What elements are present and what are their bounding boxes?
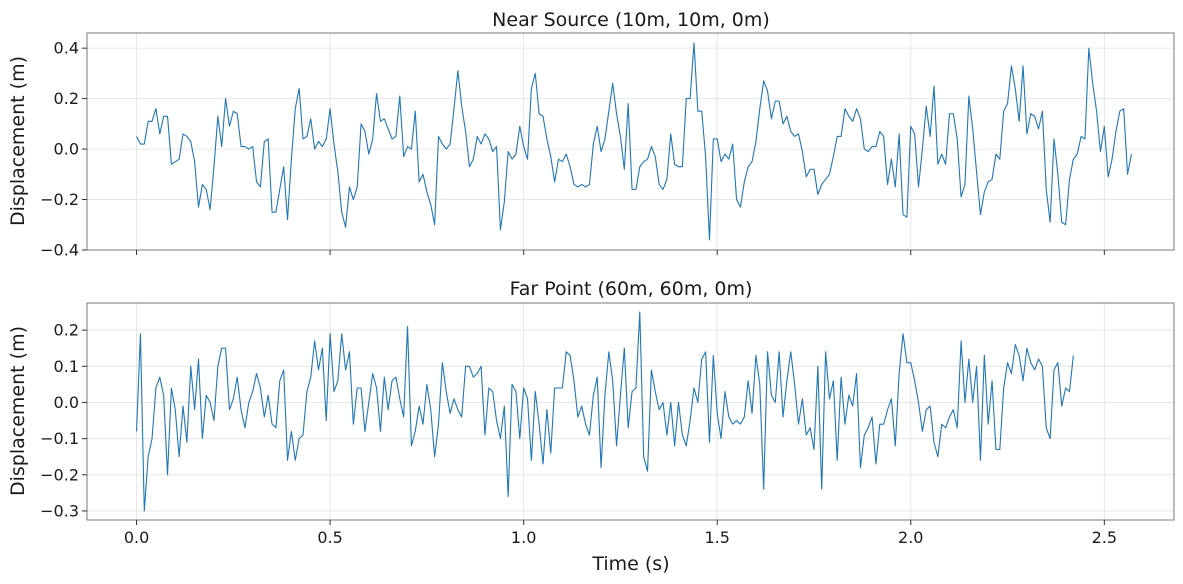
grid: [87, 303, 1174, 520]
x-tick-label: 1.5: [704, 528, 729, 547]
y-tick-label: −0.3: [40, 501, 79, 520]
y-axis-label: Displacement (m): [7, 326, 29, 496]
x-tick-label: 1.0: [511, 528, 536, 547]
ticks: 0.0 0.5 1.0 1.5 2.0 2.5 −0.3 −0.2 −0.1 0.0 0.1 0.2: [40, 321, 1117, 547]
chart-title: Near Source (10m, 10m, 0m): [492, 9, 770, 31]
series-line: [136, 311, 1074, 512]
x-axis-label: Time (s): [591, 553, 669, 575]
y-tick-label: 0.1: [54, 357, 79, 376]
ticks: −0.4 −0.2 0.0 0.2 0.4: [40, 39, 1105, 260]
y-tick-label: 0.2: [54, 321, 79, 340]
y-tick-label: 0.2: [54, 89, 79, 108]
series-line: [136, 42, 1132, 241]
plot-frame: [86, 302, 1175, 521]
near-source-panel: Near Source (10m, 10m, 0m) Displacement …: [7, 9, 1175, 260]
x-tick-label: 0.5: [317, 528, 342, 547]
y-tick-label: 0.0: [54, 393, 79, 412]
series: [136, 42, 1132, 241]
y-tick-label: −0.4: [40, 241, 79, 260]
y-tick-label: −0.1: [40, 429, 79, 448]
far-point-panel: Far Point (60m, 60m, 0m) Displacement (m…: [7, 278, 1175, 575]
y-axis-label: Displacement (m): [7, 56, 29, 226]
chart-title: Far Point (60m, 60m, 0m): [510, 278, 753, 300]
series: [136, 311, 1074, 512]
y-tick-label: 0.4: [54, 39, 79, 58]
y-tick-label: 0.0: [54, 140, 79, 159]
x-tick-label: 0.0: [124, 528, 149, 547]
plot-frame: [86, 32, 1175, 251]
x-tick-label: 2.5: [1092, 528, 1117, 547]
x-tick-label: 2.0: [898, 528, 923, 547]
y-tick-label: −0.2: [40, 190, 79, 209]
y-tick-label: −0.2: [40, 465, 79, 484]
